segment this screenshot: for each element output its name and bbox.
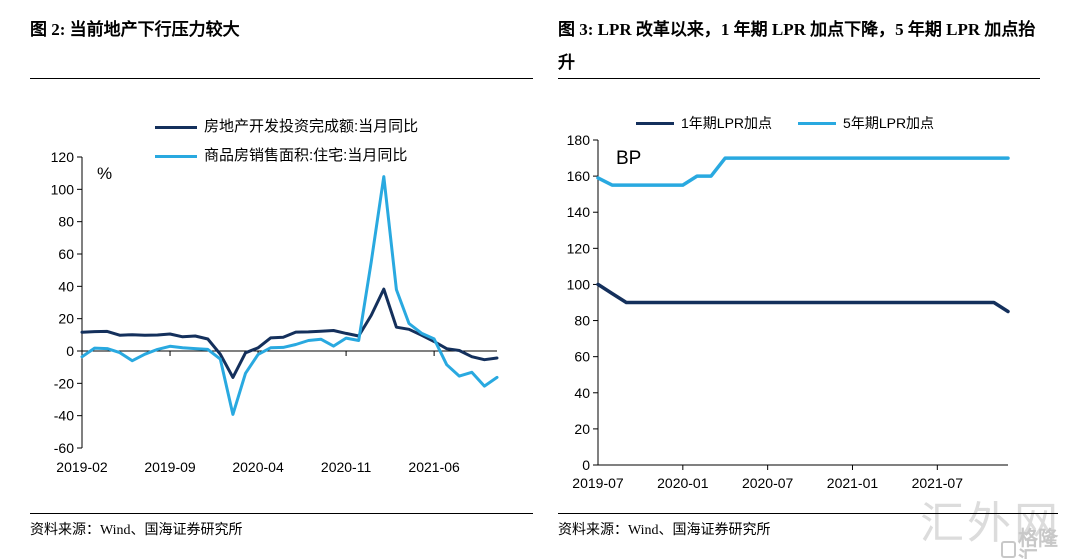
svg-text:120: 120 xyxy=(567,240,591,256)
svg-text:2020-07: 2020-07 xyxy=(742,475,794,491)
svg-text:100: 100 xyxy=(567,276,591,292)
legend-item: 房地产开发投资完成额:当月同比 xyxy=(155,117,418,137)
svg-text:40: 40 xyxy=(574,385,590,401)
svg-text:2021-01: 2021-01 xyxy=(827,475,879,491)
watermark-logo-icon xyxy=(1001,540,1017,558)
svg-text:BP: BP xyxy=(616,148,641,169)
legend-label: 5年期LPR加点 xyxy=(843,115,935,131)
svg-text:2019-02: 2019-02 xyxy=(56,459,108,475)
svg-text:20: 20 xyxy=(574,421,590,437)
figure3-source: 资料来源：Wind、国海证券研究所 xyxy=(558,523,771,538)
figure2-source-rule xyxy=(30,513,533,514)
figure3-title: 图 3: LPR 改革以来，1 年期 LPR 加点下降，5 年期 LPR 加点抬… xyxy=(558,20,1036,72)
svg-text:80: 80 xyxy=(58,214,74,230)
svg-text:2021-07: 2021-07 xyxy=(912,475,964,491)
figure2-source: 资料来源：Wind、国海证券研究所 xyxy=(30,523,243,538)
watermark-logo: 格隆汇 xyxy=(1001,529,1069,559)
figure3-source-rule xyxy=(558,513,1058,514)
svg-text:-20: -20 xyxy=(54,375,74,391)
svg-text:120: 120 xyxy=(51,149,75,165)
watermark-logo-label: 格隆汇 xyxy=(1018,528,1059,559)
svg-text:100: 100 xyxy=(51,181,75,197)
svg-text:2020-01: 2020-01 xyxy=(657,475,709,491)
legend-item: 商品房销售面积:住宅:当月同比 xyxy=(155,146,418,166)
svg-text:2019-09: 2019-09 xyxy=(144,459,196,475)
svg-text:2019-07: 2019-07 xyxy=(572,475,624,491)
svg-text:-60: -60 xyxy=(54,440,74,456)
svg-text:140: 140 xyxy=(567,204,591,220)
svg-text:180: 180 xyxy=(567,132,591,148)
figure2-legend: 房地产开发投资完成额:当月同比 商品房销售面积:住宅:当月同比 xyxy=(155,117,418,175)
svg-text:0: 0 xyxy=(582,457,590,473)
figure2-title-rule xyxy=(30,78,533,79)
svg-text:-40: -40 xyxy=(54,408,74,424)
figure2-title: 图 2: 当前地产下行压力较大 xyxy=(30,20,240,39)
sales-series-swatch xyxy=(155,154,197,158)
legend-label: 商品房销售面积:住宅:当月同比 xyxy=(204,147,408,164)
lpr1y-series-swatch xyxy=(636,121,674,125)
legend-item: 5年期LPR加点 xyxy=(798,114,934,132)
figure3-legend: 1年期LPR加点 5年期LPR加点 xyxy=(636,114,960,132)
watermark-text: 汇外网 xyxy=(920,499,1061,548)
svg-text:60: 60 xyxy=(58,246,74,262)
svg-text:2020-11: 2020-11 xyxy=(321,459,372,475)
svg-text:160: 160 xyxy=(567,168,591,184)
legend-label: 房地产开发投资完成额:当月同比 xyxy=(204,118,419,135)
svg-text:40: 40 xyxy=(58,278,74,294)
lpr5y-series-swatch xyxy=(798,121,837,125)
svg-text:%: % xyxy=(97,164,112,183)
svg-text:80: 80 xyxy=(574,313,590,329)
figure3-title-rule xyxy=(558,78,1040,79)
svg-text:2021-06: 2021-06 xyxy=(408,459,460,475)
legend-label: 1年期LPR加点 xyxy=(681,115,773,131)
svg-text:60: 60 xyxy=(574,349,590,365)
legend-item: 1年期LPR加点 xyxy=(636,114,772,132)
svg-text:2020-04: 2020-04 xyxy=(232,459,284,475)
svg-text:0: 0 xyxy=(66,343,74,359)
investment-series-swatch xyxy=(155,125,197,129)
svg-text:20: 20 xyxy=(58,311,74,327)
